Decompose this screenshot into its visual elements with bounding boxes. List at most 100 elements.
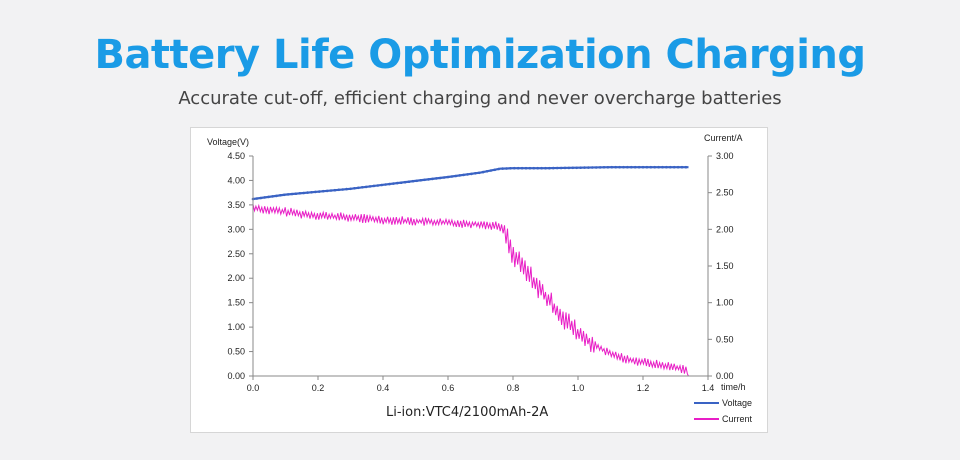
x-tick-label: 0.4: [377, 383, 390, 393]
voltage-point: [450, 175, 454, 178]
page-title: Battery Life Optimization Charging: [94, 32, 866, 78]
y-left-axis-title: Voltage(V): [207, 137, 249, 147]
voltage-point: [263, 196, 266, 199]
voltage-point: [501, 167, 504, 170]
voltage-point: [680, 165, 684, 169]
y-right-tick-label: 1.00: [716, 298, 734, 308]
voltage-point: [583, 166, 586, 169]
voltage-point: [388, 182, 391, 186]
voltage-point: [341, 188, 344, 191]
x-tick-label: 0.2: [312, 383, 325, 393]
voltage-point: [610, 165, 614, 169]
voltage-point: [290, 192, 294, 196]
voltage-point: [399, 181, 403, 184]
charge-curve-chart: 0.00 0.50 1.00 1.50 2.00 2.50 3.00 3.50 4.00 4.50…: [207, 133, 753, 424]
voltage-point: [505, 167, 508, 170]
voltage-point: [427, 178, 430, 181]
voltage-point: [598, 166, 602, 169]
voltage-point: [325, 189, 329, 193]
voltage-point: [669, 165, 672, 169]
voltage-point: [282, 193, 286, 197]
voltage-point: [563, 166, 567, 170]
voltage-point: [454, 174, 458, 178]
voltage-point: [493, 168, 497, 172]
voltage-point: [392, 182, 395, 185]
voltage-point: [259, 196, 263, 200]
voltage-point: [485, 170, 489, 173]
voltage-point: [524, 166, 528, 170]
legend: Voltage Current: [694, 398, 753, 424]
voltage-point: [372, 184, 376, 188]
voltage-point: [579, 166, 582, 169]
voltage-point: [466, 173, 469, 176]
legend-current-label: Current: [722, 414, 753, 424]
voltage-point: [333, 188, 337, 192]
voltage-point: [474, 172, 477, 175]
voltage-point: [321, 189, 325, 193]
voltage-point: [548, 166, 551, 170]
voltage-point: [633, 165, 637, 169]
voltage-point: [337, 188, 341, 192]
voltage-point: [544, 166, 547, 170]
voltage-point: [571, 166, 575, 170]
voltage-point: [302, 191, 305, 195]
voltage-point: [380, 183, 383, 187]
x-axis-title: time/h: [721, 382, 746, 392]
voltage-point: [271, 195, 274, 198]
voltage-point: [513, 166, 516, 170]
y-left-tick-label: 1.50: [227, 298, 245, 308]
voltage-point: [630, 165, 633, 169]
voltage-point: [657, 165, 660, 169]
voltage-point: [279, 194, 282, 197]
x-tick-label: 0.6: [442, 383, 455, 393]
y-right-tick-label: 0.50: [716, 334, 734, 344]
voltage-point: [497, 167, 501, 171]
voltage-point: [602, 166, 606, 169]
voltage-point: [676, 165, 680, 169]
y-right-tick-label: 2.50: [716, 188, 734, 198]
voltage-point: [509, 167, 512, 170]
voltage-point: [649, 165, 653, 169]
voltage-point: [411, 179, 415, 183]
y-left-tick-label: 2.00: [227, 273, 245, 283]
voltage-point: [622, 165, 625, 169]
voltage-point: [528, 166, 532, 170]
voltage-point: [403, 180, 407, 184]
voltage-point: [442, 176, 446, 179]
voltage-point: [470, 172, 473, 176]
voltage-point: [267, 195, 270, 199]
voltage-point: [462, 173, 465, 177]
voltage-point: [318, 190, 321, 193]
y-left-tick-label: 3.50: [227, 200, 245, 210]
voltage-point: [540, 166, 543, 170]
voltage-point: [672, 165, 676, 169]
voltage-point: [407, 180, 411, 183]
x-tick-label: 0.8: [507, 383, 520, 393]
voltage-point: [415, 179, 419, 183]
voltage-point: [255, 197, 259, 200]
x-tick-label: 0.0: [247, 383, 260, 393]
voltage-point: [637, 165, 641, 169]
voltage-point: [489, 169, 493, 172]
voltage-point: [665, 165, 668, 169]
y-right-tick-label: 0.00: [716, 371, 734, 381]
y-right-axis-title: Current/A: [704, 133, 743, 143]
voltage-point: [458, 174, 462, 177]
y-left-tick-label: 4.00: [227, 175, 245, 185]
voltage-point: [376, 184, 380, 187]
voltage-point: [532, 166, 536, 170]
chart-caption: Li-ion:VTC4/2100mAh-2A: [386, 405, 548, 420]
x-tick-label: 1.4: [702, 383, 715, 393]
voltage-point: [435, 177, 438, 180]
voltage-point: [626, 165, 629, 169]
voltage-point: [684, 165, 688, 169]
voltage-point: [653, 165, 656, 169]
y-left-tick-label: 2.50: [227, 249, 245, 259]
voltage-point: [606, 166, 610, 169]
voltage-point: [345, 187, 348, 191]
voltage-point: [360, 186, 364, 189]
voltage-point: [559, 166, 563, 170]
voltage-point: [314, 190, 317, 194]
x-tick-label: 1.2: [637, 383, 650, 393]
voltage-point: [645, 165, 649, 169]
